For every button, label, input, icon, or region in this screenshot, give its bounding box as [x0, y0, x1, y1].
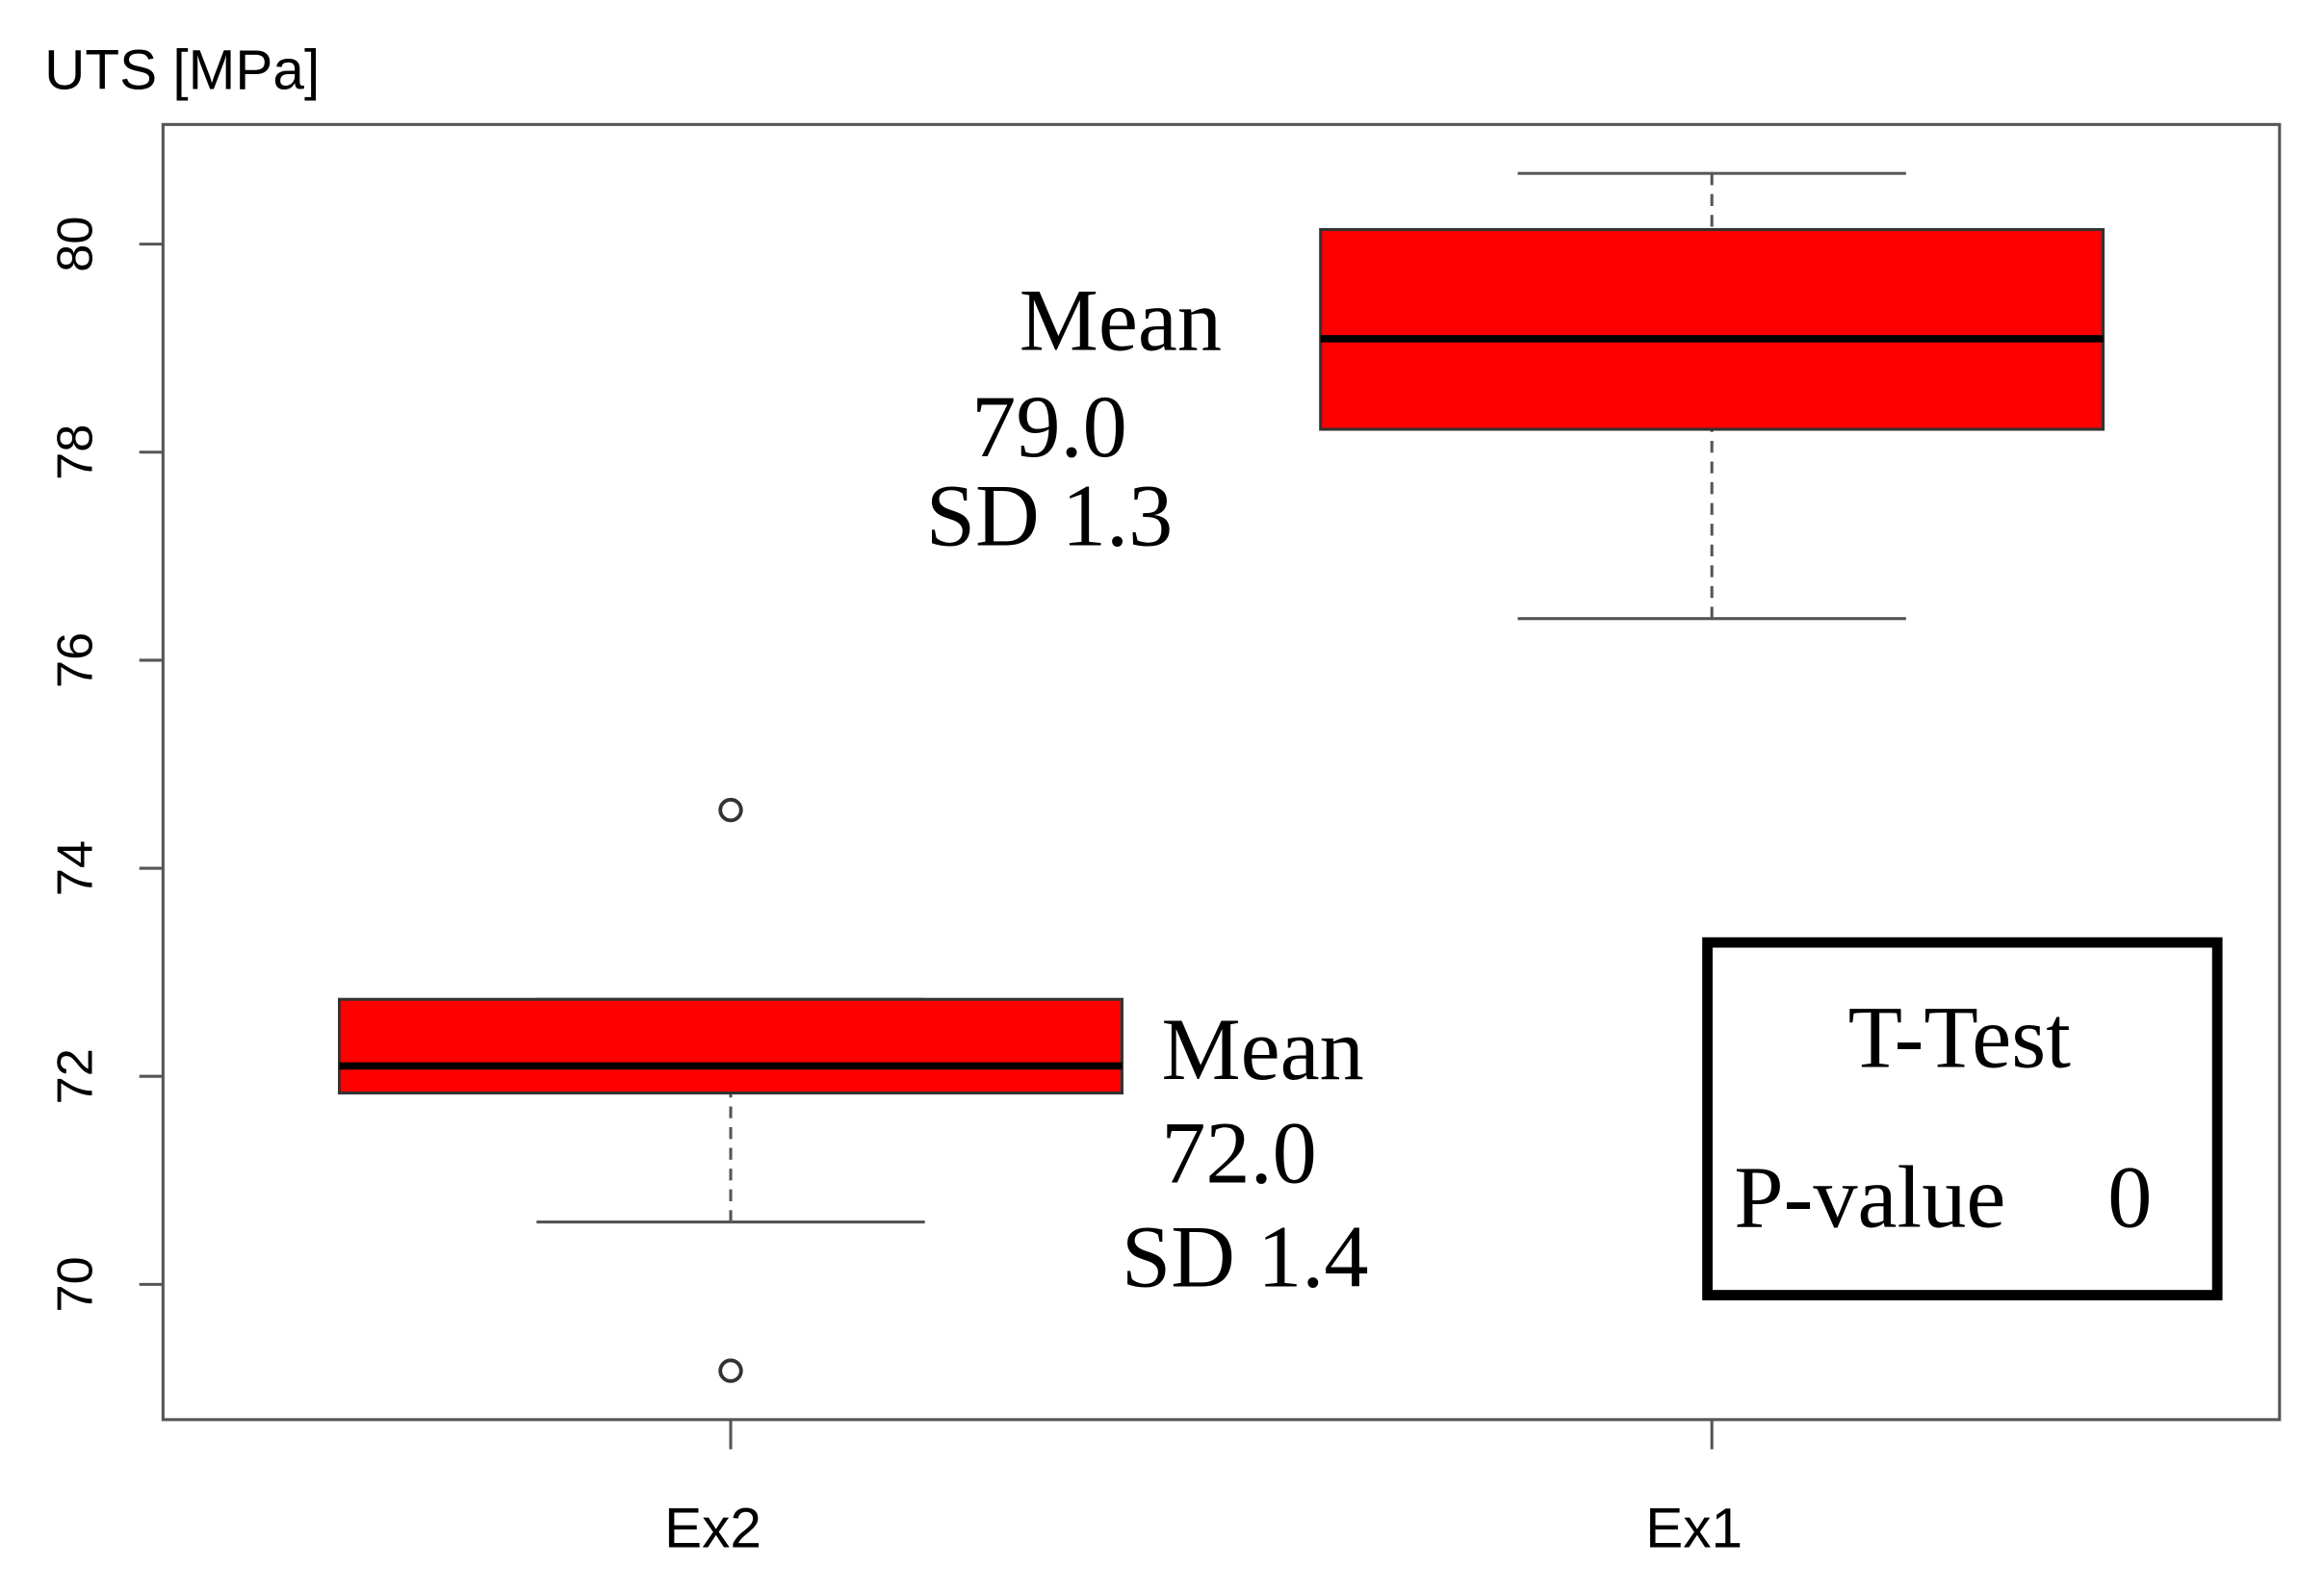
box — [338, 997, 1123, 1095]
p-value: 0 — [2107, 1148, 2152, 1246]
annotation: SD 1.4 — [1122, 1207, 1369, 1305]
plot-frame — [161, 122, 2282, 1422]
t-test-title: T-Test — [1848, 988, 2072, 1086]
annotation: Mean — [1020, 270, 1222, 369]
y-tick-label: 78 — [47, 424, 103, 480]
y-tick-label: 80 — [47, 216, 103, 271]
x-tick-label: Ex2 — [664, 1497, 762, 1559]
y-tick-label: 74 — [47, 840, 103, 896]
outlier — [718, 1358, 743, 1383]
y-tick-label: 76 — [47, 632, 103, 688]
y-tick-label: 70 — [47, 1256, 103, 1312]
p-value-label: P-value — [1734, 1148, 2005, 1246]
box — [1319, 227, 2105, 431]
annotation: 79.0 — [971, 377, 1127, 475]
annotation: 72.0 — [1161, 1104, 1317, 1202]
outlier — [718, 797, 743, 823]
annotation: SD 1.3 — [926, 467, 1174, 565]
y-axis-label: UTS [MPa] — [44, 39, 320, 101]
x-tick-label: Ex1 — [1645, 1497, 1743, 1559]
t-test-box — [1702, 937, 2223, 1300]
annotation: Mean — [1162, 1000, 1364, 1098]
y-tick-label: 72 — [47, 1048, 103, 1104]
